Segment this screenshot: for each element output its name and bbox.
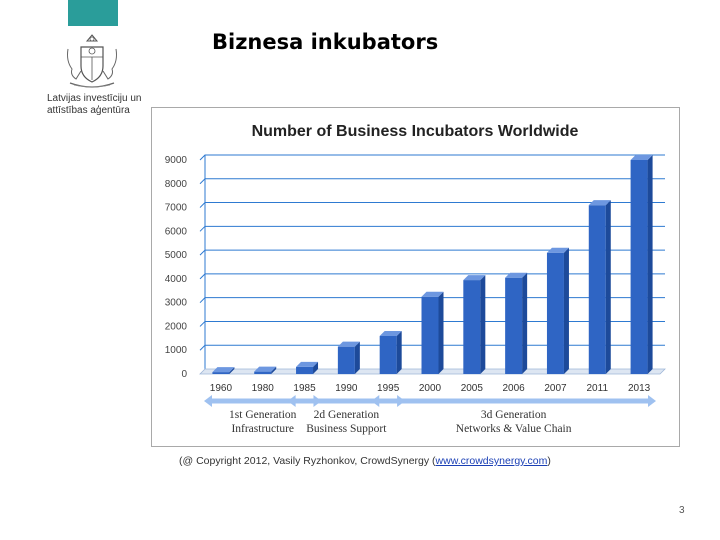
bar-top <box>337 341 360 347</box>
x-tick-label: 2011 <box>587 383 609 394</box>
chart-title: Number of Business Incubators Worldwide <box>252 123 579 140</box>
copyright-note: (@ Copyright 2012, Vasily Ryzhonkov, Cro… <box>179 455 551 467</box>
gridline <box>199 249 665 256</box>
agency-name-line-2: attīstības aģentūra <box>47 105 130 116</box>
bar-top <box>296 361 319 367</box>
x-tick-label: 2000 <box>419 383 442 394</box>
bar-top <box>588 200 611 206</box>
bar-side <box>271 366 277 374</box>
bar-side <box>522 272 528 374</box>
generation-label-line-1: 1st Generation <box>229 409 297 421</box>
slide-title: Biznesa inkubators <box>212 30 439 54</box>
bar-side <box>438 291 444 374</box>
page-number: 3 <box>679 505 685 516</box>
generation-label-line-2: Infrastructure <box>231 423 294 435</box>
generation-arrow-right-head <box>648 395 656 407</box>
bar <box>212 372 230 374</box>
gridline <box>199 202 665 208</box>
gridline <box>199 154 665 161</box>
bar-side <box>229 367 235 374</box>
bar <box>254 371 272 374</box>
x-tick-label: 1995 <box>377 383 400 394</box>
bar-top <box>505 272 528 278</box>
bar <box>505 277 523 374</box>
x-tick-label: 2013 <box>628 383 651 394</box>
gridline <box>199 225 665 232</box>
chart-container: Number of Business Incubators Worldwide 0… <box>151 107 680 447</box>
bar-side <box>605 200 611 374</box>
bar <box>421 296 439 374</box>
y-tick-label: 8000 <box>165 179 188 190</box>
y-tick-label: 0 <box>181 369 187 380</box>
generation-label-line-1: 3d Generation <box>481 409 547 421</box>
bar-top <box>421 291 444 297</box>
x-tick-label: 1985 <box>293 383 316 394</box>
y-tick-label: 6000 <box>165 226 188 237</box>
bar <box>588 205 606 374</box>
bar-side <box>354 341 360 374</box>
generation-label-line-1: 2d Generation <box>314 409 380 421</box>
x-tick-label: 1960 <box>210 383 233 394</box>
y-tick-label: 5000 <box>165 250 188 261</box>
copyright-text: (@ Copyright 2012, Vasily Ryzhonkov, Cro… <box>179 455 436 467</box>
bar <box>463 280 481 374</box>
generation-arrow-left-head <box>287 395 296 407</box>
bar-side <box>480 275 486 374</box>
bar-top <box>463 275 486 281</box>
bar <box>379 335 397 374</box>
y-tick-label: 4000 <box>165 274 188 285</box>
y-tick-label: 3000 <box>165 298 188 309</box>
y-tick-label: 1000 <box>165 345 188 356</box>
x-tick-label: 1990 <box>335 383 358 394</box>
bar <box>296 366 314 374</box>
x-tick-label: 2006 <box>503 383 526 394</box>
crowdsynergy-link[interactable]: www.crowdsynergy.com <box>435 455 548 467</box>
latvian-coat-of-arms-icon <box>67 34 117 88</box>
x-tick-label: 2007 <box>544 383 567 394</box>
generation-arrow-left-head <box>204 395 212 407</box>
bar-side <box>396 330 402 374</box>
y-tick-label: 7000 <box>165 203 188 214</box>
bar-top <box>212 367 235 373</box>
y-tick-label: 2000 <box>165 321 188 332</box>
x-tick-label: 1980 <box>252 383 275 394</box>
agency-name: Latvijas investīciju un attīstības aģent… <box>47 93 147 117</box>
generation-label-line-2: Networks & Value Chain <box>456 423 572 435</box>
bar-top <box>546 247 569 253</box>
generation-label-line-2: Business Support <box>306 423 387 435</box>
bar-top <box>254 366 277 372</box>
bar-top <box>630 155 653 160</box>
incubators-bar-chart: Number of Business Incubators Worldwide 0… <box>165 123 666 435</box>
bar-top <box>379 330 402 336</box>
agency-name-line-1: Latvijas investīciju un <box>47 93 142 104</box>
copyright-suffix: ) <box>547 455 551 467</box>
top-accent-bar <box>68 0 118 26</box>
x-tick-label: 2005 <box>461 383 484 394</box>
bar-side <box>563 247 569 374</box>
bar-side <box>647 155 653 374</box>
y-tick-label: 9000 <box>165 155 188 166</box>
bar <box>630 160 648 374</box>
bar <box>546 252 564 374</box>
gridline <box>199 178 665 185</box>
generation-arrow-left-head <box>371 395 380 407</box>
bar-side <box>313 361 319 374</box>
bar <box>337 346 355 374</box>
